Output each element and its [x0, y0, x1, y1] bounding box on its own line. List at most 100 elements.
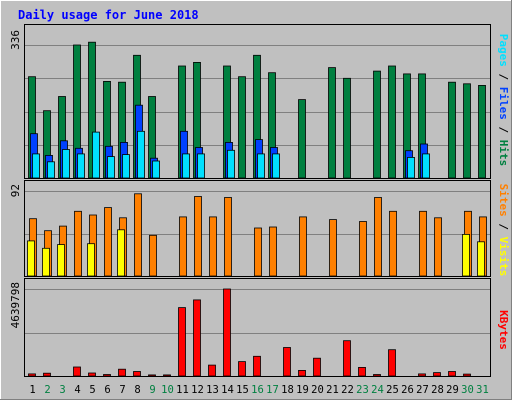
hits-hits-bar-31 — [478, 85, 486, 179]
hits-hits-bar-29 — [448, 81, 456, 179]
kbytes-kbytes-bar-15 — [238, 361, 246, 377]
visits-visits-bar-13 — [209, 216, 217, 277]
kbytes-kbytes-bar-29 — [448, 371, 456, 377]
day-label-15: 15 — [236, 384, 249, 396]
visits-ymax-label: 92 — [9, 184, 22, 197]
visits-legend-item-2: Visits — [497, 237, 510, 277]
kbytes-panel-frame — [24, 278, 491, 377]
day-label-3: 3 — [59, 384, 65, 396]
day-label-2: 2 — [44, 384, 50, 396]
hits-legend-item-3: / — [497, 120, 510, 140]
hits-legend-item-0: Pages — [497, 34, 510, 67]
day-label-24: 24 — [371, 384, 384, 396]
kbytes-kbytes-bar-19 — [298, 369, 306, 377]
bars-layer — [27, 41, 487, 377]
visits-visits-bar-27 — [419, 210, 427, 277]
hits-pages-bar-3 — [62, 149, 70, 179]
kbytes-kbytes-bar-27 — [418, 373, 426, 377]
hits-hits-bar-22 — [343, 77, 351, 179]
visits-sites-bar-31 — [477, 241, 485, 277]
visits-visits-bar-6 — [104, 207, 112, 277]
kbytes-kbytes-bar-22 — [343, 340, 351, 377]
kbytes-kbytes-bar-1 — [28, 373, 36, 377]
visits-sites-bar-3 — [57, 244, 65, 277]
visits-sites-bar-1 — [27, 240, 35, 277]
hits-pages-bar-16 — [257, 153, 265, 179]
visits-sites-bar-7 — [117, 229, 125, 277]
kbytes-kbytes-bar-10 — [163, 374, 171, 377]
kbytes-kbytes-bar-11 — [178, 307, 186, 377]
kbytes-ymax-label: 4639798 — [9, 282, 22, 328]
day-label-4: 4 — [74, 384, 80, 396]
kbytes-kbytes-bar-18 — [283, 347, 291, 377]
hits-hits-bar-25 — [388, 65, 396, 179]
visits-legend-item-1: / — [497, 217, 510, 237]
hits-pages-bar-17 — [272, 153, 280, 179]
day-label-11: 11 — [176, 384, 189, 396]
day-label-29: 29 — [446, 384, 459, 396]
kbytes-kbytes-bar-9 — [148, 374, 156, 377]
hits-pages-bar-27 — [422, 153, 430, 179]
hits-pages-bar-12 — [197, 153, 205, 179]
hits-pages-bar-9 — [152, 160, 160, 179]
visits-legend: Sites / Visits — [497, 184, 510, 277]
kbytes-kbytes-bar-24 — [373, 374, 381, 377]
kbytes-kbytes-bar-12 — [193, 299, 201, 377]
day-label-31: 31 — [476, 384, 489, 396]
kbytes-kbytes-bar-23 — [358, 366, 366, 377]
day-label-20: 20 — [311, 384, 324, 396]
visits-panel-frame — [24, 180, 491, 277]
visits-legend-item-0: Sites — [497, 184, 510, 217]
kbytes-kbytes-bar-16 — [253, 355, 261, 377]
hits-pages-bar-2 — [47, 161, 55, 179]
visits-visits-bar-21 — [329, 219, 337, 277]
visits-visits-bar-4 — [74, 210, 82, 277]
day-label-5: 5 — [89, 384, 95, 396]
kbytes-kbytes-bar-14 — [223, 288, 231, 377]
kbytes-kbytes-bar-13 — [208, 364, 216, 377]
hits-hits-bar-19 — [298, 99, 306, 179]
day-label-16: 16 — [251, 384, 264, 396]
hits-hits-bar-30 — [463, 83, 471, 179]
hits-legend-item-2: Files — [497, 87, 510, 120]
day-label-6: 6 — [104, 384, 110, 396]
hits-pages-bar-6 — [107, 156, 115, 179]
visits-visits-bar-25 — [389, 210, 397, 277]
hits-pages-bar-26 — [407, 156, 415, 179]
hits-ymax-label: 336 — [9, 30, 22, 50]
kbytes-legend: KBytes — [497, 310, 510, 350]
day-label-22: 22 — [341, 384, 354, 396]
day-label-1: 1 — [29, 384, 35, 396]
visits-visits-bar-28 — [434, 217, 442, 277]
day-label-13: 13 — [206, 384, 219, 396]
visits-visits-bar-17 — [269, 226, 277, 277]
hits-legend-item-4: Hits — [497, 140, 510, 167]
visits-sites-bar-2 — [42, 247, 50, 277]
hits-hits-bar-5 — [88, 41, 96, 179]
day-label-27: 27 — [416, 384, 429, 396]
kbytes-legend-item-0: KBytes — [497, 310, 510, 350]
day-label-19: 19 — [296, 384, 309, 396]
day-label-26: 26 — [401, 384, 414, 396]
day-label-23: 23 — [356, 384, 369, 396]
kbytes-kbytes-bar-7 — [118, 368, 126, 377]
chart-title: Daily usage for June 2018 — [18, 8, 199, 22]
visits-visits-bar-12 — [194, 196, 202, 277]
visits-visits-bar-11 — [179, 216, 187, 277]
visits-visits-bar-16 — [254, 227, 262, 277]
visits-sites-bar-5 — [87, 243, 95, 277]
visits-sites-bar-30 — [462, 233, 470, 277]
visits-visits-bar-23 — [359, 221, 367, 277]
day-label-14: 14 — [221, 384, 234, 396]
kbytes-kbytes-bar-25 — [388, 349, 396, 377]
kbytes-kbytes-bar-8 — [133, 371, 141, 377]
kbytes-kbytes-bar-6 — [103, 374, 111, 377]
hits-legend-item-1: / — [497, 67, 510, 87]
day-label-30: 30 — [461, 384, 474, 396]
hits-hits-bar-24 — [373, 70, 381, 179]
day-label-7: 7 — [119, 384, 125, 396]
hits-pages-bar-8 — [137, 130, 145, 179]
visits-visits-bar-8 — [134, 193, 142, 277]
